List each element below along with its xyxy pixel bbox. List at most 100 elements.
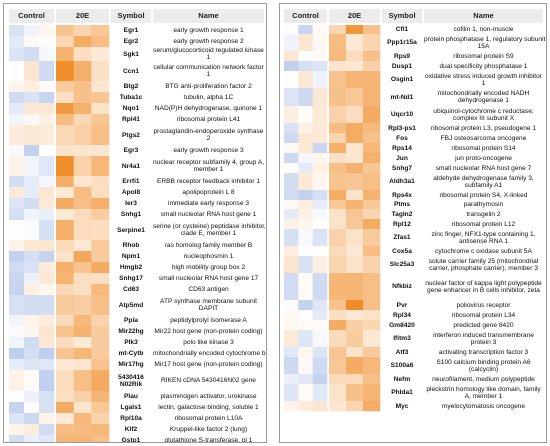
gene-name: ras homolog family member B — [164, 242, 253, 249]
treatment-cell — [329, 320, 347, 331]
gene-name: peptidylprolyl isomerase A — [170, 317, 247, 324]
gene-name: aldehyde dehydrogenase family 3, subfamil… — [433, 174, 534, 189]
gene-symbol: Rpl3-ps1 — [388, 124, 416, 132]
treatment-cell — [56, 187, 74, 199]
control-cell — [9, 114, 25, 126]
gene-symbol: Fos — [396, 134, 408, 142]
treatment-cell — [56, 36, 74, 48]
control-cell — [39, 114, 55, 126]
control-cell — [9, 295, 25, 316]
control-cell — [9, 176, 25, 188]
gene-symbol: Ptms — [393, 201, 411, 208]
control-cell — [298, 273, 313, 301]
control-cell — [284, 25, 299, 35]
control-cell — [312, 229, 328, 247]
gene-symbol: Zfas1 — [393, 234, 411, 241]
gene-name: interferon induced transmembrane protein … — [433, 331, 534, 346]
treatment-cell — [346, 123, 364, 134]
treatment-cell — [91, 103, 110, 115]
gene-symbol: Errfi1 — [122, 178, 140, 185]
control-cell — [39, 435, 55, 442]
gene-symbol: Btg2 — [123, 83, 139, 90]
control-cell — [298, 106, 313, 124]
control-cell — [284, 209, 299, 220]
control-cell — [9, 391, 25, 403]
control-cell — [312, 209, 328, 220]
treatment-cell — [346, 273, 364, 301]
gene-symbol: Serpine1 — [117, 226, 145, 234]
gene-name: nuclear receptor subfamily 4, group A, me… — [153, 159, 265, 173]
treatment-cell — [56, 125, 74, 146]
gene-name: early growth response 3 — [173, 147, 244, 154]
gene-name: lectin, galactose binding, soluble 1 — [158, 404, 259, 411]
gene-name: jun proto-oncogene — [455, 154, 512, 162]
control-cell — [298, 374, 313, 385]
control-cell — [312, 88, 328, 107]
treatment-cell — [56, 209, 74, 221]
gene-name: ERBB receptor feedback inhibitor 1 — [157, 178, 260, 185]
control-cell — [39, 103, 55, 115]
gene-name: ribosomal protein S14 — [451, 144, 516, 152]
treatment-cell — [91, 187, 110, 199]
treatment-cell — [73, 114, 92, 126]
control-cell — [284, 229, 299, 247]
treatment-cell — [346, 200, 364, 210]
gene-name: early growth response 2 — [173, 38, 244, 45]
control-cell — [39, 424, 55, 436]
control-cell — [298, 209, 313, 220]
treatment-cell — [346, 310, 364, 321]
treatment-cell — [73, 220, 92, 241]
control-cell — [298, 71, 313, 89]
control-cell — [24, 156, 40, 177]
treatment-cell — [329, 209, 347, 220]
control-cell — [284, 357, 299, 375]
control-cell — [284, 300, 299, 311]
control-cell — [9, 337, 25, 349]
control-cell — [9, 125, 25, 146]
treatment-cell — [56, 198, 74, 210]
treatment-cell — [73, 348, 92, 360]
treatment-cell — [73, 103, 92, 115]
treatment-cell — [91, 156, 110, 177]
treatment-cell — [346, 374, 364, 385]
control-cell — [24, 413, 40, 425]
treatment-cell — [329, 173, 347, 191]
control-cell — [284, 310, 299, 321]
gene-symbol: Lgals1 — [120, 404, 142, 411]
treatment-cell — [329, 190, 347, 201]
control-cell — [24, 370, 40, 392]
gene-symbol: S100a6 — [390, 362, 414, 369]
treatment-cell — [363, 401, 381, 412]
treatment-cell — [329, 229, 347, 247]
control-cell — [9, 262, 25, 274]
gene-symbol: Gstp1 — [121, 437, 141, 443]
gene-name: tubulin, alpha 1C — [183, 94, 234, 101]
gene-name: Mir22 host gene (non-protein coding) — [154, 328, 263, 335]
control-cell — [298, 133, 313, 144]
gene-symbol: Slc25a3 — [389, 261, 415, 268]
gene-name: cofilin 1, non-muscle — [453, 26, 514, 33]
control-cell — [24, 47, 40, 62]
control-cell — [312, 123, 328, 134]
control-cell — [284, 374, 299, 385]
treatment-cell — [363, 320, 381, 331]
treatment-cell — [56, 284, 74, 296]
treatment-cell — [56, 337, 74, 349]
gene-name: Mir17 host gene (non-protein coding) — [154, 361, 263, 368]
treatment-cell — [73, 125, 92, 146]
control-cell — [24, 326, 40, 338]
treatment-cell — [73, 209, 92, 221]
control-cell — [9, 187, 25, 199]
control-cell — [24, 273, 40, 285]
treatment-cell — [363, 357, 381, 375]
treatment-cell — [346, 51, 364, 62]
control-cell — [312, 256, 328, 274]
treatment-cell — [346, 106, 364, 124]
gene-symbol: Rps9 — [393, 52, 411, 60]
control-cell — [24, 435, 40, 442]
control-cell — [39, 220, 55, 241]
treatment-cell — [346, 133, 364, 144]
treatment-cell — [363, 71, 381, 89]
gene-symbol: Klf2 — [124, 426, 138, 433]
control-cell — [9, 61, 25, 82]
